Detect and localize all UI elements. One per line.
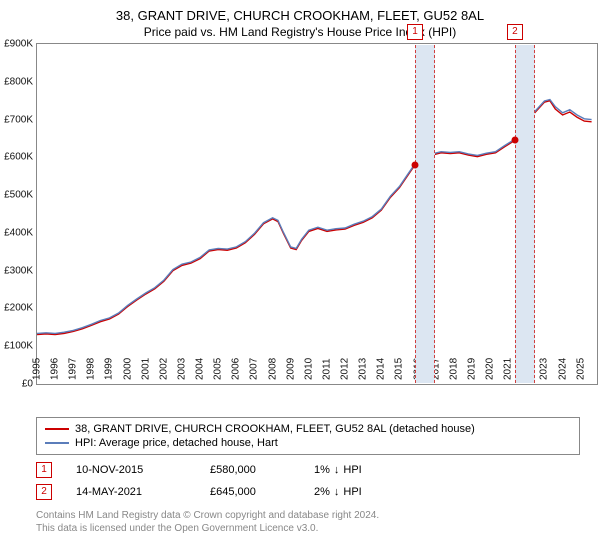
legend: 38, GRANT DRIVE, CHURCH CROOKHAM, FLEET,… <box>36 417 580 455</box>
x-axis-label: 2004 <box>195 358 206 384</box>
x-axis-label: 2025 <box>575 358 586 384</box>
sale-diff-pct: 1% <box>314 464 330 476</box>
series-property <box>37 101 592 335</box>
x-axis-label: 2023 <box>539 358 550 384</box>
sale-row: 1 10-NOV-2015 £580,000 1% HPI <box>36 459 580 481</box>
chart-container: 38, GRANT DRIVE, CHURCH CROOKHAM, FLEET,… <box>0 0 600 535</box>
line-chart-svg <box>37 44 597 384</box>
x-axis-label: 2009 <box>285 358 296 384</box>
sale-price: £580,000 <box>210 464 290 476</box>
y-axis-label: £900K <box>4 39 37 50</box>
x-axis-label: 2005 <box>213 358 224 384</box>
x-axis-label: 2024 <box>557 358 568 384</box>
x-axis-label: 2003 <box>176 358 187 384</box>
x-axis-label: 2002 <box>158 358 169 384</box>
y-axis-label: £700K <box>4 114 37 125</box>
x-axis-label: 2001 <box>140 358 151 384</box>
sale-date: 14-MAY-2021 <box>76 486 186 498</box>
sale-index: 2 <box>36 484 52 500</box>
x-axis-label: 2020 <box>485 358 496 384</box>
sale-marker-label: 1 <box>407 24 423 40</box>
sale-row: 2 14-MAY-2021 £645,000 2% HPI <box>36 481 580 503</box>
sale-diff: 1% HPI <box>314 464 362 476</box>
x-axis-label: 2019 <box>466 358 477 384</box>
legend-item: HPI: Average price, detached house, Hart <box>45 436 571 450</box>
arrow-down-icon <box>334 464 340 476</box>
x-axis-label: 2007 <box>249 358 260 384</box>
highlight-band <box>415 45 435 383</box>
legend-swatch <box>45 442 69 444</box>
plot-region: £0£100K£200K£300K£400K£500K£600K£700K£80… <box>36 43 598 385</box>
x-axis-label: 1996 <box>50 358 61 384</box>
sale-marker-dot <box>511 137 518 144</box>
title-address: 38, GRANT DRIVE, CHURCH CROOKHAM, FLEET,… <box>10 8 590 23</box>
sale-diff: 2% HPI <box>314 486 362 498</box>
sale-diff-ref: HPI <box>343 486 361 498</box>
x-axis-label: 2013 <box>358 358 369 384</box>
x-axis-label: 1995 <box>32 358 43 384</box>
x-axis-label: 2011 <box>321 358 332 384</box>
sale-diff-pct: 2% <box>314 486 330 498</box>
x-axis-label: 2018 <box>448 358 459 384</box>
series-hpi <box>37 100 592 334</box>
footer-attribution: Contains HM Land Registry data © Crown c… <box>36 509 580 535</box>
x-axis-label: 2014 <box>376 358 387 384</box>
legend-label: HPI: Average price, detached house, Hart <box>75 437 278 449</box>
sale-date: 10-NOV-2015 <box>76 464 186 476</box>
x-axis-label: 2012 <box>340 358 351 384</box>
sales-table: 1 10-NOV-2015 £580,000 1% HPI 2 14-MAY-2021 £64… <box>36 459 580 503</box>
sale-marker-dot <box>412 161 419 168</box>
x-axis-label: 1998 <box>86 358 97 384</box>
x-axis-label: 2015 <box>394 358 405 384</box>
sale-diff-ref: HPI <box>343 464 361 476</box>
x-axis-label: 2000 <box>122 358 133 384</box>
sale-index: 1 <box>36 462 52 478</box>
x-axis-label: 1999 <box>104 358 115 384</box>
x-axis-label: 2010 <box>303 358 314 384</box>
x-axis-label: 2008 <box>267 358 278 384</box>
y-axis-label: £600K <box>4 152 37 163</box>
legend-swatch <box>45 428 69 430</box>
x-axis-label: 1997 <box>68 358 79 384</box>
y-axis-label: £800K <box>4 76 37 87</box>
footer-line2: This data is licensed under the Open Gov… <box>36 522 580 535</box>
highlight-band <box>515 45 535 383</box>
y-axis-label: £500K <box>4 190 37 201</box>
chart-area: £0£100K£200K£300K£400K£500K£600K£700K£80… <box>36 43 596 383</box>
y-axis-label: £400K <box>4 227 37 238</box>
footer-line1: Contains HM Land Registry data © Crown c… <box>36 509 580 522</box>
y-axis-label: £100K <box>4 341 37 352</box>
y-axis-label: £200K <box>4 303 37 314</box>
y-axis-label: £300K <box>4 265 37 276</box>
title-subtitle: Price paid vs. HM Land Registry's House … <box>10 25 590 39</box>
legend-label: 38, GRANT DRIVE, CHURCH CROOKHAM, FLEET,… <box>75 423 475 435</box>
sale-marker-label: 2 <box>507 24 523 40</box>
arrow-down-icon <box>334 486 340 498</box>
x-axis-label: 2006 <box>231 358 242 384</box>
legend-item: 38, GRANT DRIVE, CHURCH CROOKHAM, FLEET,… <box>45 422 571 436</box>
x-axis-label: 2021 <box>503 358 514 384</box>
sale-price: £645,000 <box>210 486 290 498</box>
